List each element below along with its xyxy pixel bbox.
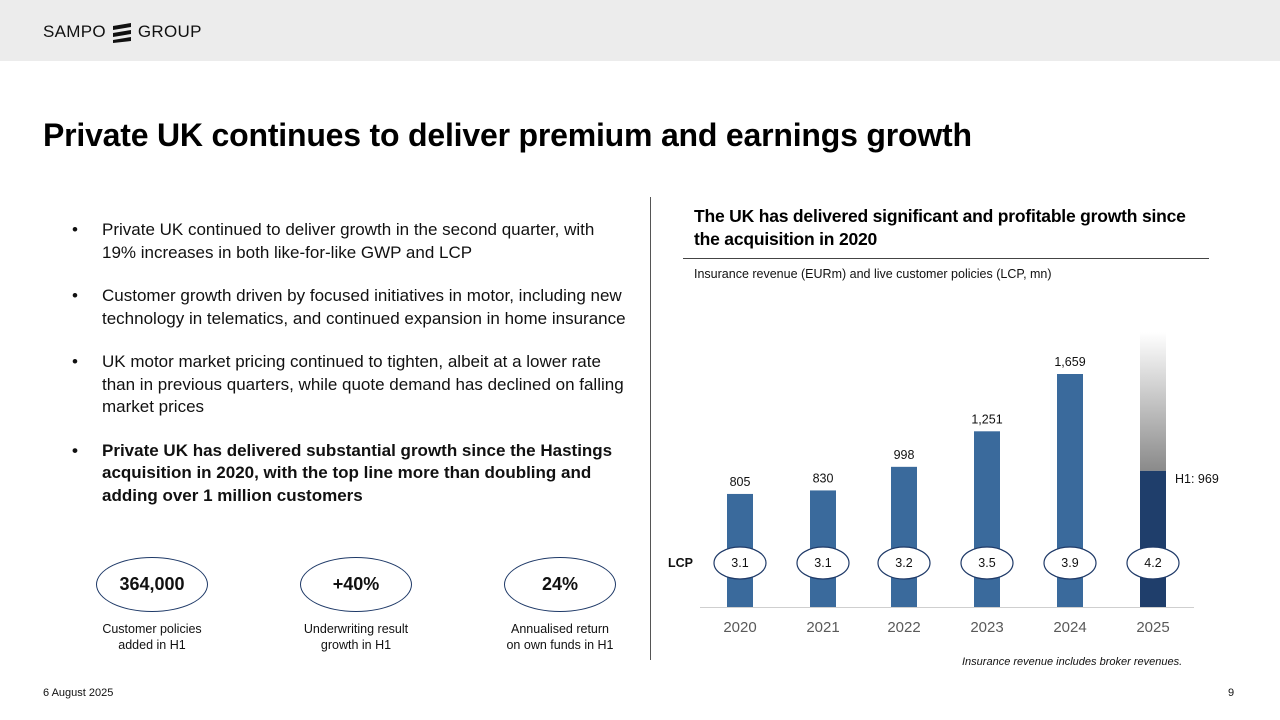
kpi-customer-policies: 364,000 Customer policies added in H1 (77, 557, 227, 653)
lcp-oval (796, 546, 850, 580)
x-tick-label: 2021 (806, 619, 839, 636)
kpi-caption-line: growth in H1 (320, 638, 392, 652)
bar-value-label: 1,659 (1054, 355, 1085, 369)
sampo-group-logo[interactable]: SAMPO GROUP (43, 21, 202, 43)
bullet-list: Private UK continued to deliver growth i… (72, 219, 632, 528)
lcp-value-label: 4.2 (1144, 556, 1161, 570)
bar-2023 (974, 431, 1000, 607)
kpi-value: 364,000 (96, 557, 208, 612)
kpi-caption: Customer policies added in H1 (77, 621, 227, 653)
header-bar: SAMPO GROUP (0, 0, 1280, 61)
lcp-oval (877, 546, 931, 580)
sampo-s-icon (112, 23, 131, 43)
lcp-value-label: 3.1 (814, 556, 831, 570)
logo-text-sampo: SAMPO (43, 22, 106, 41)
x-tick-label: 2024 (1053, 619, 1086, 636)
logo-text-group: GROUP (137, 22, 202, 41)
lcp-value-label: 3.2 (895, 556, 912, 570)
lcp-oval (713, 546, 767, 580)
lcp-row-label: LCP (668, 556, 693, 570)
kpi-caption-line: Annualised return (511, 622, 609, 636)
chart-subtitle: Insurance revenue (EURm) and live custom… (694, 267, 1052, 281)
lcp-value-label: 3.1 (731, 556, 748, 570)
bar-projection (1140, 332, 1166, 471)
bar-value-label: 1,251 (971, 412, 1002, 426)
x-tick-label: 2022 (887, 619, 920, 636)
lcp-value-label: 3.9 (1061, 556, 1078, 570)
bar-value-label: 805 (730, 475, 751, 489)
kpi-caption-line: Underwriting result (303, 622, 409, 636)
column-divider (650, 197, 651, 660)
bar-2022 (891, 466, 917, 607)
bar-2025 (1140, 470, 1166, 607)
page-number: 9 (1228, 687, 1235, 699)
lcp-oval (1043, 546, 1097, 580)
x-tick-label: 2020 (723, 619, 756, 636)
chart-footnote: Insurance revenue includes broker revenu… (962, 656, 1183, 668)
kpi-caption-line: Customer policies (102, 622, 202, 636)
bullet-item: Customer growth driven by focused initia… (72, 285, 632, 330)
bar-annotation-label: H1: 969 (1175, 472, 1219, 486)
kpi-caption: Underwriting result growth in H1 (281, 621, 431, 653)
bullet-item-highlight: Private UK has delivered substantial gro… (72, 440, 632, 508)
x-tick-label: 2025 (1136, 619, 1169, 636)
lcp-value-label: 3.5 (978, 556, 995, 570)
lcp-oval (960, 546, 1014, 580)
footer-date: 6 August 2025 (43, 687, 114, 699)
kpi-caption: Annualised return on own funds in H1 (485, 621, 635, 653)
kpi-return-own-funds: 24% Annualised return on own funds in H1 (485, 557, 635, 653)
bar-value-label: 830 (813, 471, 834, 485)
x-tick-label: 2023 (970, 619, 1003, 636)
bullet-item: UK motor market pricing continued to tig… (72, 351, 632, 419)
bullet-item: Private UK continued to deliver growth i… (72, 219, 632, 264)
chart-title-rule (683, 258, 1209, 259)
kpi-caption-line: on own funds in H1 (506, 638, 614, 652)
bar-value-label: 998 (894, 448, 915, 462)
page-title: Private UK continues to deliver premium … (43, 117, 972, 153)
kpi-value: +40% (300, 557, 412, 612)
kpi-underwriting-growth: +40% Underwriting result growth in H1 (281, 557, 431, 653)
kpi-value: 24% (504, 557, 616, 612)
chart-title: The UK has delivered significant and pro… (694, 206, 1186, 249)
lcp-oval (1126, 546, 1180, 580)
kpi-caption-line: added in H1 (118, 638, 186, 652)
